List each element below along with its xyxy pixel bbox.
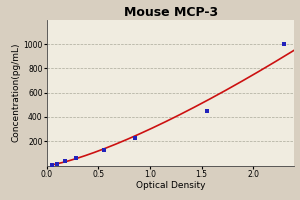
Point — [132, 136, 137, 139]
Point — [282, 42, 286, 46]
Point — [50, 163, 54, 166]
X-axis label: Optical Density: Optical Density — [136, 181, 206, 190]
Point — [204, 109, 209, 112]
Point — [63, 160, 68, 163]
Y-axis label: Concentration(pg/mL): Concentration(pg/mL) — [12, 43, 21, 142]
Point — [74, 156, 78, 159]
Point — [101, 148, 106, 151]
Point — [55, 162, 60, 165]
Title: Mouse MCP-3: Mouse MCP-3 — [124, 6, 218, 19]
